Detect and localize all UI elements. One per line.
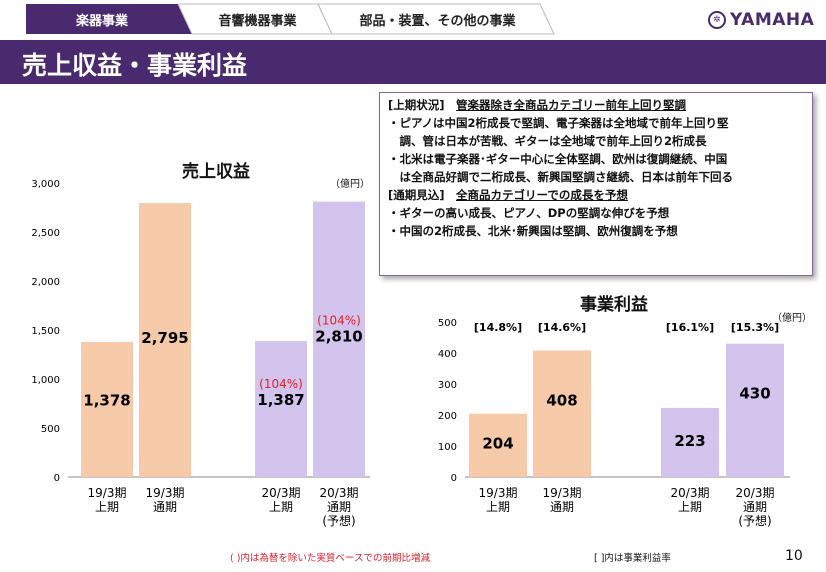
bar: [469, 413, 527, 477]
summary-line: ・ギターの高い成長、ピアノ、DPの堅調な伸びを予想: [388, 206, 670, 220]
revenue-chart-title: 売上収益: [182, 162, 250, 182]
bar-value-label: 2,795: [141, 329, 188, 347]
x-category-label: 通期: [550, 500, 574, 514]
profit-chart-title: 事業利益: [580, 295, 648, 315]
bar: [81, 341, 133, 477]
x-category-label: 20/3期: [671, 486, 710, 500]
y-tick-label: 500: [41, 424, 60, 435]
y-tick-label: 0: [54, 473, 60, 484]
summary-h1: [上期状況] 管楽器除き全商品カテゴリー前年上回り堅調: [388, 96, 804, 114]
y-tick-label: 3,000: [31, 179, 60, 190]
bar-value-label: 430: [739, 385, 770, 403]
bar-value-label: 1,378: [83, 391, 130, 409]
tab-audio-equipment[interactable]: 音響機器事業: [218, 13, 297, 29]
summary-line: は全商品好調で二桁成長、新興国堅調さ継続、日本は前年下回る: [388, 170, 733, 184]
y-tick-label: 1,000: [31, 375, 60, 386]
tab-instruments[interactable]: 楽器事業: [75, 13, 128, 29]
x-category-label: 通期: [153, 500, 177, 514]
bar: [661, 407, 719, 477]
x-category-label: 上期: [678, 500, 702, 514]
summary-line: 調、管は日本が苦戦、ギターは全地域で前年上回り2桁成長: [388, 134, 707, 148]
margin-label: [16.1%]: [666, 321, 714, 334]
y-tick-label: 500: [438, 318, 457, 329]
x-category-label: 上期: [486, 500, 510, 514]
summary-line: ・ピアノは中国2桁成長で堅調、電子楽器は全地域で前年上回り堅: [388, 116, 729, 130]
y-tick-label: 2,500: [31, 228, 60, 239]
tab-shapes: [26, 3, 555, 35]
bar: [313, 201, 365, 477]
bar: [139, 203, 191, 477]
bar-value-label: 408: [546, 392, 577, 410]
growth-label: (104%): [317, 314, 361, 328]
page-number: 10: [785, 548, 803, 564]
summary-h1-heading: [上期状況]: [388, 98, 445, 112]
x-category-label: (予想): [322, 513, 355, 528]
summary-line: ・北米は電子楽器･ギター中心に全体堅調、欧州は復調継続、中国: [388, 152, 728, 166]
y-tick-label: 2,000: [31, 277, 60, 288]
revenue-unit: （億円）: [330, 179, 370, 190]
x-category-label: (予想): [738, 513, 771, 528]
x-category-label: 20/3期: [736, 486, 775, 500]
yamaha-logo: ✲ YAMAHA: [708, 10, 814, 30]
x-category-label: 20/3期: [320, 486, 359, 500]
bar-value-label: 2,810: [315, 328, 362, 346]
footnote-margin: [ ]内は事業利益率: [594, 553, 671, 564]
summary-h2-subject: 全商品カテゴリーでの成長を予想: [456, 188, 628, 202]
y-tick-label: 300: [438, 380, 457, 391]
bar: [726, 343, 784, 477]
summary-box: [上期状況] 管楽器除き全商品カテゴリー前年上回り堅調 ・ピアノは中国2桁成長で…: [379, 92, 813, 276]
segment-tabs: 楽器事業 音響機器事業 部品・装置、その他の事業: [0, 0, 826, 36]
x-category-label: 19/3期: [543, 486, 582, 500]
page-title: 売上収益・事業利益: [22, 51, 248, 80]
x-category-label: 通期: [327, 500, 351, 514]
summary-h2: [通期見込] 全商品カテゴリーでの成長を予想: [388, 186, 804, 204]
title-bar: 売上収益・事業利益: [0, 40, 826, 84]
growth-label: (104%): [259, 377, 303, 391]
profit-unit: （億円）: [772, 313, 812, 324]
tab-parts-others[interactable]: 部品・装置、その他の事業: [359, 13, 516, 29]
x-category-label: 19/3期: [479, 486, 518, 500]
y-tick-label: 400: [438, 349, 457, 360]
bar: [533, 350, 591, 477]
x-category-label: 20/3期: [262, 486, 301, 500]
x-category-label: 上期: [269, 500, 293, 514]
footnote-growth: ( )内は為替を除いた実質ベースでの前期比増減: [230, 553, 430, 564]
y-tick-label: 100: [438, 442, 457, 453]
x-category-label: 通期: [743, 500, 767, 514]
logo-text: YAMAHA: [730, 10, 815, 30]
summary-h2-heading: [通期見込]: [388, 188, 445, 202]
y-tick-label: 1,500: [31, 326, 60, 337]
y-tick-label: 200: [438, 411, 457, 422]
summary-h1-subject: 管楽器除き全商品カテゴリー前年上回り堅調: [456, 98, 687, 112]
bar-value-label: 204: [482, 435, 513, 453]
bar-value-label: 223: [674, 432, 705, 450]
summary-line: ・中国の2桁成長、北米･新興国は堅調、欧州復調を予想: [388, 224, 678, 238]
x-category-label: 19/3期: [88, 486, 127, 500]
margin-label: [14.6%]: [538, 321, 586, 334]
bar-value-label: 1,387: [257, 391, 304, 409]
y-tick-label: 0: [451, 473, 457, 484]
tuning-fork-icon: ✲: [708, 11, 726, 29]
x-category-label: 19/3期: [146, 486, 185, 500]
margin-label: [14.8%]: [474, 321, 522, 334]
bar: [255, 341, 307, 477]
x-category-label: 上期: [95, 500, 119, 514]
